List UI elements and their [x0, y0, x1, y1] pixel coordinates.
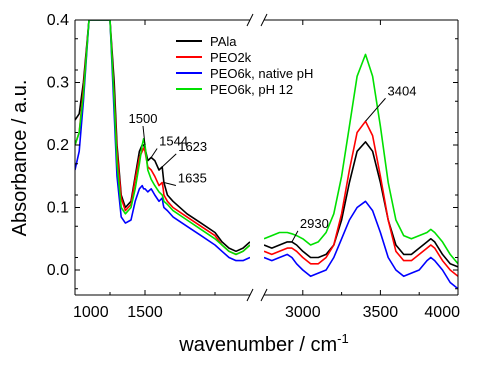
- y-axis-title: Absorbance / a.u.: [9, 80, 31, 237]
- y-tick-label: 0.4: [47, 12, 69, 29]
- legend-label-peo6k-ph-12: PEO6k, pH 12: [210, 82, 293, 97]
- y-tick-label: 0.3: [47, 75, 69, 92]
- annotation-label-1635: 1635: [178, 171, 207, 186]
- series-line-peo2k-right: [264, 120, 458, 277]
- x-axis-title: wavenumber / cm-1: [178, 331, 348, 356]
- y-tick-label: 0.1: [47, 200, 69, 217]
- annotation-label-1544: 1544: [159, 134, 188, 149]
- annotation-label-1500: 1500: [129, 111, 158, 126]
- legend-label-peo6k-native-ph: PEO6k, native pH: [210, 66, 313, 81]
- legend-label-pala: PAla: [210, 34, 237, 49]
- axis-break-mark-bottom-2: [260, 288, 268, 302]
- series-line-peo6k-native-ph-right: [264, 200, 458, 290]
- axes: [74, 13, 459, 302]
- annotation-leader-1635: [163, 182, 177, 186]
- x-axis-title-unit-exponent: -1: [337, 331, 349, 346]
- axis-break-mark-top-1: [246, 13, 254, 27]
- tick-labels: 0.0 0.1 0.2 0.3 0.4 1000 1500 3000 3500 4000: [47, 12, 460, 321]
- annotation-leader-2930: [291, 230, 299, 243]
- annotation-leader-1544: [150, 148, 158, 158]
- x-tick-label: 3000: [285, 304, 321, 321]
- annotation-label-1623: 1623: [178, 139, 207, 154]
- legend-label-peo2k: PEO2k: [210, 50, 252, 65]
- plot-area-right: [264, 53, 458, 290]
- axis-break-mark-bottom-1: [246, 288, 254, 302]
- y-tick-label: 0.0: [47, 262, 69, 279]
- axis-break-mark-top-2: [260, 13, 268, 27]
- y-tick-label: 0.2: [47, 137, 69, 154]
- annotation-leader-1623: [161, 153, 177, 168]
- series-line-peo6k-native-ph-left: [75, 20, 250, 262]
- x-tick-label: 1500: [127, 304, 163, 321]
- tick-marks: [74, 19, 459, 295]
- series-line-peo6k-ph-12-right: [264, 53, 458, 265]
- x-tick-label: 1000: [73, 304, 109, 321]
- annotation-label-3404: 3404: [388, 83, 417, 98]
- annotation-label-2930: 2930: [300, 216, 329, 231]
- x-axis-title-main: wavenumber / cm: [178, 334, 337, 356]
- annotation-leader-3404: [365, 97, 386, 122]
- series-line-pala-right: [264, 141, 458, 268]
- annotation-leader-1500: [142, 125, 146, 146]
- x-tick-label: 3500: [363, 304, 399, 321]
- x-tick-label: 4000: [424, 304, 460, 321]
